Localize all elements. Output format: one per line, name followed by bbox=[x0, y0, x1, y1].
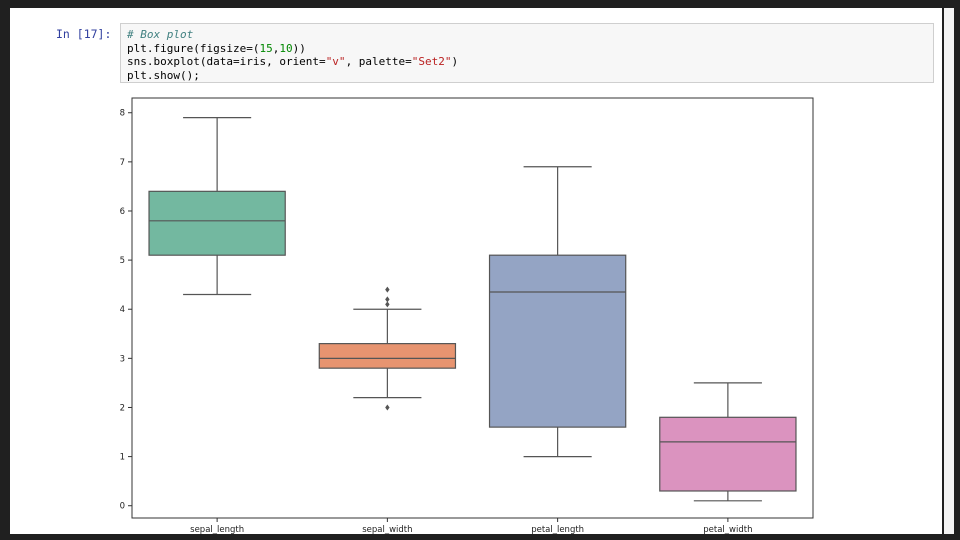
code-comment: # Box plot bbox=[127, 28, 194, 41]
box-sepal_length bbox=[148, 190, 286, 256]
outlier-point bbox=[385, 286, 390, 293]
cell-output: 0 1 2 3 4 5 6 7 8 sepal_length sepal_width petal_le… bbox=[120, 93, 840, 534]
code-line-3: sns.boxplot(data=iris, orient="v", palet… bbox=[127, 55, 459, 68]
page-scrollbar[interactable] bbox=[944, 8, 954, 534]
y-tick-label: 8 bbox=[120, 109, 125, 119]
x-tick-label: sepal_length bbox=[190, 525, 244, 534]
x-tick-label: sepal_width bbox=[362, 525, 412, 534]
y-tick-label: 6 bbox=[120, 207, 125, 217]
y-tick-label: 3 bbox=[120, 354, 125, 364]
code-line-4: plt.show(); bbox=[127, 68, 200, 82]
cell-prompt: In [17]: bbox=[56, 27, 112, 41]
y-tick-label: 4 bbox=[120, 305, 125, 315]
box-petal_length bbox=[488, 254, 627, 428]
outlier-point bbox=[385, 404, 390, 411]
code-line-2: plt.figure(figsize=(15,10)) bbox=[127, 41, 306, 55]
outlier-point bbox=[385, 296, 390, 303]
plot-frame bbox=[131, 97, 814, 519]
x-tick-label: petal_width bbox=[703, 525, 752, 534]
y-tick-label: 7 bbox=[120, 158, 125, 168]
y-tick-label: 2 bbox=[120, 403, 125, 413]
notebook-page: In [17]: # Box plot plt.figure(figsize=(… bbox=[10, 8, 942, 534]
box-plot-chart: 0 1 2 3 4 5 6 7 8 sepal_length sepal_width petal_le… bbox=[120, 97, 814, 534]
box-petal_width bbox=[659, 416, 797, 492]
outlier-point bbox=[385, 301, 390, 308]
y-tick-label: 0 bbox=[120, 502, 125, 512]
x-tick-label: petal_length bbox=[531, 525, 584, 534]
y-tick-label: 1 bbox=[120, 453, 125, 463]
code-cell-editor[interactable]: # Box plot plt.figure(figsize=(15,10)) s… bbox=[120, 23, 934, 83]
box-sepal_width bbox=[318, 343, 457, 369]
y-tick-label: 5 bbox=[120, 256, 125, 266]
